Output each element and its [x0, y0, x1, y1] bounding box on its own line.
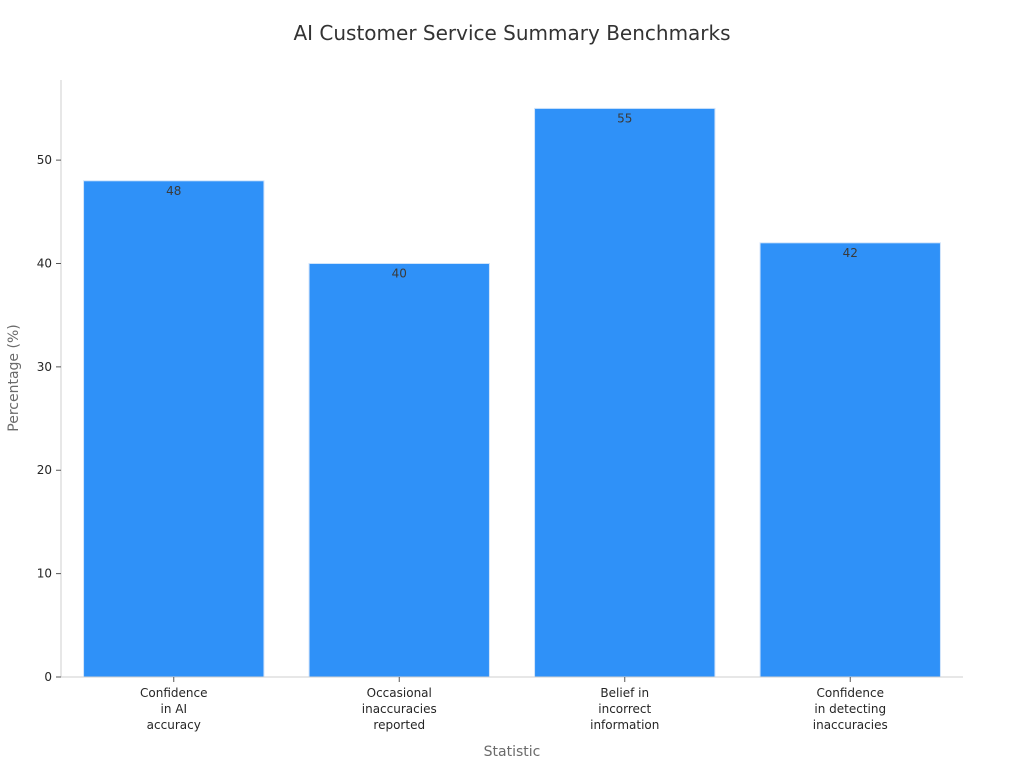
y-tick-label: 20 [37, 463, 52, 477]
y-tick-label: 40 [37, 256, 52, 270]
y-tick-label: 50 [37, 153, 52, 167]
bar [534, 107, 716, 678]
bar [83, 180, 265, 678]
bar-value-label: 55 [617, 111, 632, 125]
x-ticks: Confidence in AI accuracy Occasional inaccur… [140, 677, 888, 732]
x-axis-label: Statistic [484, 744, 541, 760]
y-ticks: 0 10 20 30 40 50 [37, 153, 61, 684]
bars-layer [83, 107, 941, 678]
bar-value-label: 40 [392, 266, 407, 280]
data-labels-layer: 48 40 55 42 [166, 111, 858, 280]
y-tick-label: 0 [44, 670, 52, 684]
bar-value-label: 48 [166, 184, 181, 198]
x-tick-label: Belief in incorrect information [590, 686, 659, 732]
bar-value-label: 42 [843, 246, 858, 260]
y-axis-label: Percentage (%) [6, 324, 22, 431]
x-tick-label: Confidence in detecting inaccuracies [813, 686, 888, 732]
y-tick-label: 30 [37, 360, 52, 374]
x-tick-label: Occasional inaccuracies reported [362, 686, 437, 732]
bar [759, 242, 941, 678]
bar [308, 262, 490, 678]
chart-title: AI Customer Service Summary Benchmarks [293, 21, 730, 45]
y-tick-label: 10 [37, 567, 52, 581]
x-tick-label: Confidence in AI accuracy [140, 686, 207, 732]
